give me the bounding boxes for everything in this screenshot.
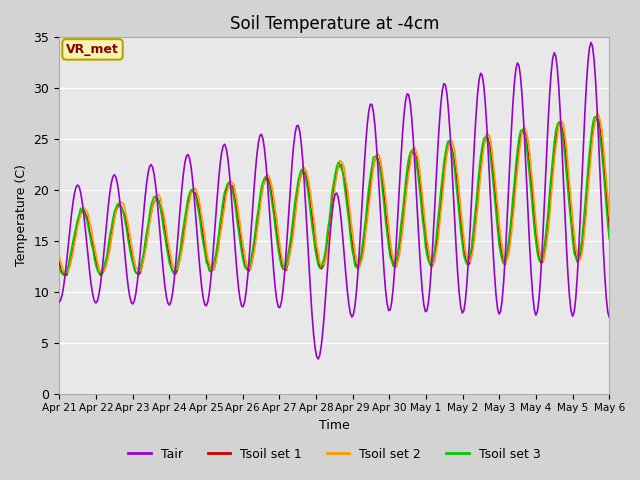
Tair (55, 299, 63, 305)
Tsoil set 1 (124, 232, 132, 238)
Line: Tsoil set 2: Tsoil set 2 (59, 113, 609, 273)
Tsoil set 2 (605, 214, 613, 219)
Tsoil set 2 (248, 257, 256, 263)
Y-axis label: Temperature (C): Temperature (C) (15, 165, 28, 266)
Tair (296, 129, 303, 134)
Tsoil set 2 (61, 270, 69, 276)
Tsoil set 2 (298, 171, 305, 177)
Tair (587, 39, 595, 45)
Tsoil set 3 (605, 237, 613, 242)
Line: Tsoil set 3: Tsoil set 3 (59, 117, 609, 275)
Tair (220, 143, 227, 149)
Tair (314, 356, 322, 362)
Tsoil set 3 (298, 167, 305, 173)
Tsoil set 2 (593, 110, 601, 116)
Tsoil set 3 (55, 264, 63, 270)
Tsoil set 2 (577, 257, 584, 263)
Tsoil set 1 (239, 253, 247, 259)
Tsoil set 3 (592, 114, 600, 120)
Tsoil set 1 (593, 116, 601, 121)
Tsoil set 3 (221, 189, 228, 194)
Tsoil set 1 (605, 228, 613, 233)
Tair (123, 270, 131, 276)
Line: Tsoil set 1: Tsoil set 1 (59, 119, 609, 275)
Tsoil set 3 (124, 238, 132, 243)
Title: Soil Temperature at -4cm: Soil Temperature at -4cm (230, 15, 439, 33)
Tsoil set 2 (239, 242, 247, 248)
Tsoil set 1 (577, 254, 584, 260)
Tair (577, 215, 584, 221)
Tsoil set 2 (221, 204, 228, 209)
Tsoil set 2 (55, 252, 63, 258)
Tsoil set 2 (124, 221, 132, 227)
Tsoil set 1 (97, 272, 104, 278)
Tsoil set 1 (55, 259, 63, 265)
Tsoil set 3 (239, 257, 247, 263)
Tsoil set 1 (248, 257, 256, 263)
Tsoil set 3 (577, 247, 584, 253)
Text: VR_met: VR_met (66, 43, 119, 56)
Line: Tair: Tair (59, 42, 609, 359)
Tsoil set 1 (298, 172, 305, 178)
Tair (237, 303, 245, 309)
Tsoil set 3 (60, 272, 68, 278)
Tair (605, 314, 613, 320)
Tsoil set 3 (248, 249, 256, 254)
Tsoil set 1 (221, 195, 228, 201)
X-axis label: Time: Time (319, 419, 349, 432)
Tair (247, 234, 255, 240)
Legend: Tair, Tsoil set 1, Tsoil set 2, Tsoil set 3: Tair, Tsoil set 1, Tsoil set 2, Tsoil se… (123, 443, 545, 466)
